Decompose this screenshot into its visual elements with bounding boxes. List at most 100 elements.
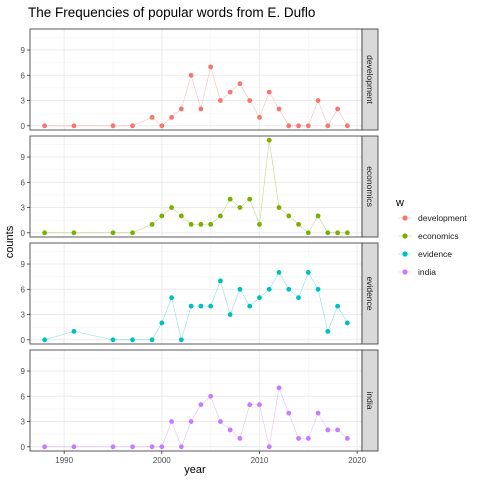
data-point-india xyxy=(208,393,214,399)
data-point-evidence xyxy=(149,337,155,343)
legend-title: w xyxy=(395,197,404,209)
facet-strip xyxy=(361,349,379,452)
data-point-economics xyxy=(286,213,292,219)
data-point-economics xyxy=(315,213,321,219)
data-point-evidence xyxy=(315,286,321,292)
legend-key-development xyxy=(402,215,408,221)
data-point-economics xyxy=(71,230,77,236)
y-tick-label: 6 xyxy=(21,285,26,294)
facet-panel-india: 0 3 6 9 india xyxy=(21,349,379,452)
facet-strip-label: development xyxy=(365,55,375,104)
data-point-economics xyxy=(227,196,233,202)
facet-strip xyxy=(361,28,379,131)
data-point-economics xyxy=(325,230,331,236)
data-point-development xyxy=(198,106,204,112)
data-point-evidence xyxy=(110,337,116,343)
data-point-development xyxy=(71,123,77,129)
data-point-evidence xyxy=(325,328,331,334)
facet-panel-economics: 0 3 6 9 economics xyxy=(21,135,379,238)
data-point-evidence xyxy=(159,320,165,326)
data-point-development xyxy=(218,98,223,103)
data-point-evidence xyxy=(266,286,272,292)
panel-background xyxy=(30,243,362,344)
data-point-economics xyxy=(169,205,174,210)
facet-panel-development: 0 3 6 9 development xyxy=(21,28,379,131)
data-point-india xyxy=(110,444,116,450)
data-point-development xyxy=(266,89,272,95)
data-point-economics xyxy=(257,221,262,227)
data-point-development xyxy=(276,106,282,112)
y-tick-label: 9 xyxy=(21,260,26,269)
data-point-india xyxy=(296,435,301,441)
data-point-evidence xyxy=(169,295,174,301)
facet-strip-label: india xyxy=(365,392,375,410)
data-point-economics xyxy=(305,230,311,236)
data-point-evidence xyxy=(218,278,223,284)
data-point-development xyxy=(159,123,165,129)
data-point-economics xyxy=(218,213,223,219)
data-point-development xyxy=(325,123,331,129)
y-tick-label: 3 xyxy=(21,311,26,320)
data-point-evidence xyxy=(344,320,350,326)
y-tick-label: 6 xyxy=(21,392,26,401)
x-axis: 1990 2000 2010 2020 xyxy=(55,451,367,465)
data-point-economics xyxy=(266,137,272,143)
data-point-development xyxy=(296,123,301,129)
data-point-economics xyxy=(208,221,214,227)
facet-strip xyxy=(361,135,379,238)
data-point-economics xyxy=(159,213,165,219)
data-point-evidence xyxy=(335,303,340,309)
data-point-india xyxy=(188,419,194,424)
data-point-india xyxy=(198,402,204,408)
data-point-economics xyxy=(110,230,116,236)
data-point-india xyxy=(130,444,135,450)
data-point-development xyxy=(286,123,292,129)
y-tick-label: 6 xyxy=(21,71,26,80)
legend-label-evidence: evidence xyxy=(418,249,452,259)
data-point-development xyxy=(247,98,253,103)
data-point-economics xyxy=(237,205,243,210)
data-point-economics xyxy=(276,205,282,210)
data-point-india xyxy=(178,444,184,450)
x-tick-label: 1990 xyxy=(55,456,73,465)
y-tick-label: 3 xyxy=(21,418,26,427)
data-point-evidence xyxy=(42,337,48,343)
data-point-development xyxy=(237,81,243,87)
data-point-evidence xyxy=(276,270,282,275)
data-point-development xyxy=(169,114,174,120)
legend-key-evidence xyxy=(402,251,408,257)
y-tick-label: 9 xyxy=(21,367,26,376)
data-point-india xyxy=(276,385,282,391)
data-point-evidence xyxy=(227,312,233,317)
data-point-economics xyxy=(42,230,48,236)
y-tick-label: 0 xyxy=(21,443,26,452)
data-point-evidence xyxy=(188,303,194,309)
data-point-india xyxy=(149,444,155,450)
data-point-evidence xyxy=(71,328,77,334)
facet-strip-label: evidence xyxy=(365,276,375,310)
legend-label-economics: economics xyxy=(418,231,459,241)
facet-strip xyxy=(361,242,379,345)
data-point-economics xyxy=(198,221,204,227)
data-point-india xyxy=(325,427,331,433)
data-point-economics xyxy=(178,213,184,219)
y-tick-label: 0 xyxy=(21,122,26,131)
data-point-india xyxy=(286,410,292,416)
data-point-india xyxy=(315,410,321,416)
facet-strip-label: economics xyxy=(365,166,375,207)
data-point-india xyxy=(237,435,243,441)
y-tick-label: 0 xyxy=(21,336,26,345)
legend: w development economics evidence india xyxy=(395,197,467,277)
data-point-evidence xyxy=(305,270,311,275)
y-tick-label: 9 xyxy=(21,46,26,55)
data-point-economics xyxy=(247,196,253,202)
data-point-evidence xyxy=(296,295,301,301)
data-point-evidence xyxy=(130,337,135,343)
data-point-development xyxy=(344,123,350,129)
panel-background xyxy=(30,29,362,130)
data-point-development xyxy=(188,72,194,78)
x-tick-label: 2020 xyxy=(348,456,366,465)
y-axis-title: counts xyxy=(4,225,16,258)
panel-background xyxy=(30,350,362,451)
data-point-development xyxy=(257,114,262,120)
